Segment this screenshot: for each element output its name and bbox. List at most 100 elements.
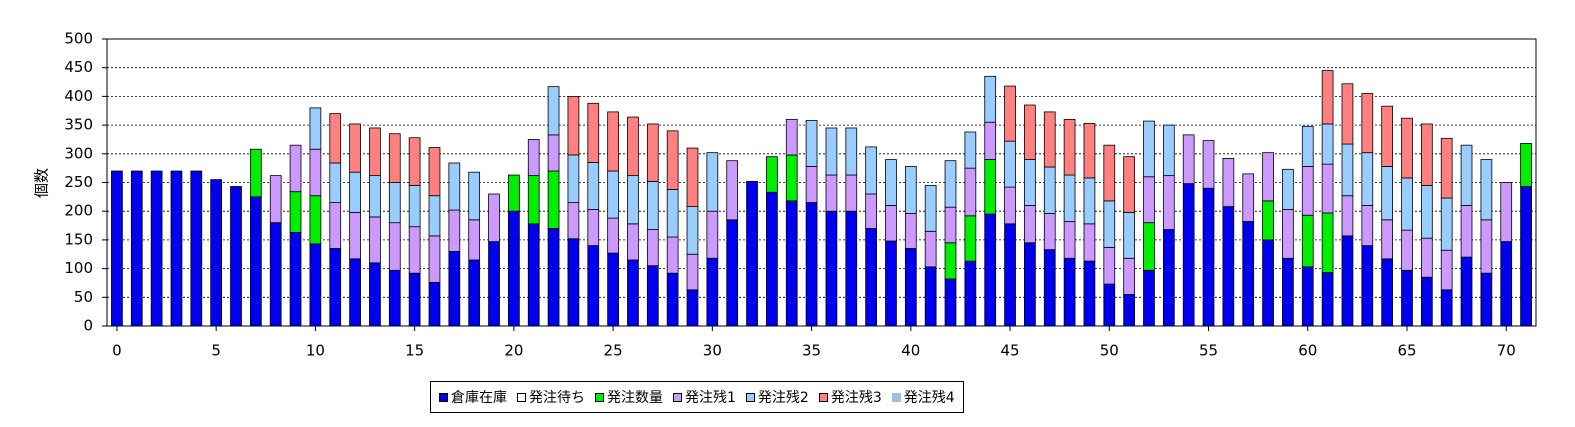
bar-segment <box>1282 168 1294 210</box>
bar-segment <box>706 152 719 212</box>
bar-segment <box>210 179 223 327</box>
bar-segment <box>1381 258 1394 327</box>
x-tick-label: 30 <box>703 342 722 360</box>
bar-segment <box>369 175 381 218</box>
legend-label: 倉庫在庫 <box>451 390 507 406</box>
bar-segment <box>1282 257 1294 327</box>
bar-segment <box>646 229 659 267</box>
bar-segment <box>646 265 659 327</box>
bar-segment <box>1480 272 1493 327</box>
bar-segment <box>1480 159 1493 221</box>
bar-segment <box>230 186 242 327</box>
x-tick-label: 55 <box>1199 342 1218 360</box>
bar-segment <box>508 174 520 212</box>
bar-segment <box>1024 205 1036 244</box>
bar-segment <box>1143 120 1155 178</box>
bar-segment <box>428 147 441 197</box>
bar-segment <box>567 154 580 203</box>
bar-segment <box>1143 176 1155 224</box>
bar-segment <box>349 211 361 260</box>
bar-segment <box>309 243 322 327</box>
bar-segment <box>1123 211 1135 259</box>
bar-segment <box>1083 122 1096 179</box>
bar-segment <box>468 219 481 261</box>
bar-segment <box>388 182 401 224</box>
bar-segment <box>527 139 540 177</box>
bar-segment <box>448 250 461 327</box>
legend-swatch <box>891 392 901 402</box>
bar-segment <box>1440 289 1453 327</box>
bar-segment <box>448 209 461 252</box>
bar-segment <box>309 148 322 197</box>
y-tick-label: 350 <box>64 116 93 134</box>
y-tick-label: 500 <box>64 30 93 48</box>
bar-segment <box>1480 219 1493 274</box>
bar-segment <box>1301 214 1314 268</box>
bar-segment <box>1262 200 1274 241</box>
bar-segment <box>309 107 322 150</box>
bar-segment <box>766 156 778 193</box>
bar-segment <box>269 175 282 224</box>
bar-segment <box>1063 221 1076 259</box>
bar-segment <box>1063 118 1076 176</box>
bar-segment <box>607 252 619 327</box>
bar-segment <box>448 162 461 211</box>
bar-segment <box>1262 239 1274 327</box>
y-tick-label: 400 <box>64 87 93 105</box>
legend-label: 発注残4 <box>903 390 955 406</box>
bar-segment <box>567 96 580 156</box>
bar-segment <box>587 102 600 163</box>
bar-segment <box>428 281 441 327</box>
bar-segment <box>607 170 619 219</box>
legend-swatch <box>818 392 828 402</box>
bar-segment <box>1123 156 1135 213</box>
bar-segment <box>1004 186 1016 225</box>
bar-segment <box>984 213 997 327</box>
bar-segment <box>1222 206 1235 327</box>
bar-segment <box>1162 124 1175 177</box>
bar-segment <box>1341 195 1354 237</box>
bar-segment <box>904 166 917 214</box>
bar-segment <box>1460 205 1473 258</box>
bar-segment <box>1381 105 1394 167</box>
bar-segment <box>845 174 858 212</box>
bar-segment <box>130 170 143 327</box>
bar-segment <box>865 228 877 327</box>
bar-segment <box>1341 143 1354 197</box>
bar-segment <box>627 259 639 327</box>
bar-segment <box>825 127 838 176</box>
bar-segment <box>1420 123 1433 186</box>
bar-segment <box>527 175 540 225</box>
bar-segment <box>249 196 262 327</box>
bar-segment <box>1123 294 1135 327</box>
bar-segment <box>1361 245 1374 327</box>
x-tick-label: 50 <box>1100 342 1119 360</box>
bar-segment <box>349 123 361 173</box>
legend-swatch <box>439 392 448 402</box>
bar-segment <box>488 241 500 327</box>
bar-segment <box>627 116 639 177</box>
bar-segment <box>1381 219 1394 260</box>
bar-segment <box>1024 104 1036 160</box>
legend-swatch <box>595 392 604 402</box>
bar-segment <box>1222 157 1235 208</box>
bar-segment <box>1024 159 1036 206</box>
legend-label: 発注待ち <box>529 390 585 406</box>
bar-segment <box>1182 183 1195 327</box>
bar-segment <box>1401 177 1413 231</box>
bar-segment <box>785 200 798 327</box>
bar-segment <box>388 269 401 327</box>
bar-segment <box>627 223 639 261</box>
bar-segment <box>349 258 361 327</box>
bar-segment <box>666 236 679 274</box>
bar-segment <box>1301 125 1314 167</box>
bar-segment <box>646 180 659 230</box>
bar-segment <box>349 171 361 213</box>
bar-segment <box>388 222 401 271</box>
bar-segment <box>1361 152 1374 206</box>
legend-item: 発注残4 <box>891 387 955 407</box>
bar-segment <box>1242 221 1255 327</box>
bar-segment <box>865 193 877 229</box>
bar-segment <box>1460 144 1473 206</box>
bar-segment <box>1520 186 1532 327</box>
